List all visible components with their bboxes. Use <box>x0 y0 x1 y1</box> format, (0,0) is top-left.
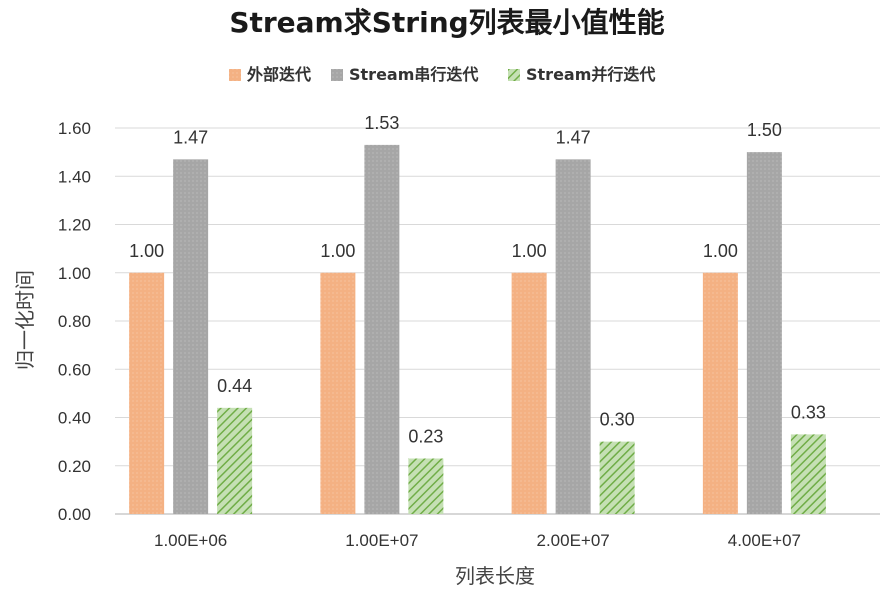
x-tick-label: 1.00E+06 <box>154 531 227 550</box>
y-tick-label: 1.60 <box>58 119 91 138</box>
y-tick-label: 0.60 <box>58 360 91 379</box>
y-tick-label: 1.20 <box>58 216 91 235</box>
legend-swatch <box>508 69 520 81</box>
data-label: 1.47 <box>173 127 208 147</box>
bar <box>408 458 444 514</box>
x-tick-label: 1.00E+07 <box>345 531 418 550</box>
legend-entry: Stream串行迭代 <box>349 65 478 84</box>
bar <box>599 441 635 514</box>
y-tick-label: 0.20 <box>58 457 91 476</box>
bar <box>511 272 547 514</box>
y-tick-label: 1.40 <box>58 167 91 186</box>
x-tick-label: 4.00E+07 <box>728 531 801 550</box>
bar <box>746 152 782 514</box>
data-label: 1.00 <box>703 241 738 261</box>
bar <box>173 159 209 515</box>
bar <box>217 407 253 514</box>
y-axis-label: 归一化时间 <box>13 270 37 370</box>
x-axis-label: 列表长度 <box>455 564 535 588</box>
bar <box>320 272 356 514</box>
legend-entry: Stream并行迭代 <box>526 65 655 84</box>
data-label: 0.33 <box>791 402 826 422</box>
data-label: 1.00 <box>512 241 547 261</box>
y-tick-label: 0.40 <box>58 409 91 428</box>
chart-title: Stream求String列表最小值性能 <box>229 6 664 39</box>
y-tick-label: 0.80 <box>58 312 91 331</box>
data-label: 1.00 <box>129 241 164 261</box>
data-labels: 1.00 1.47 0.44 1.00 1.53 0.23 1.00 1.47 0.30 1.00… <box>129 113 826 447</box>
data-label: 1.00 <box>320 241 355 261</box>
bar <box>702 272 738 514</box>
bar <box>364 144 400 514</box>
legend-swatch <box>229 69 241 81</box>
data-label: 0.44 <box>217 376 252 396</box>
bars <box>129 144 826 515</box>
legend-swatch <box>331 69 343 81</box>
x-tick-label: 2.00E+07 <box>536 531 609 550</box>
data-label: 1.53 <box>364 113 399 133</box>
bar <box>129 272 165 514</box>
bar <box>555 159 591 515</box>
x-axis-categories: 1.00E+06 1.00E+07 2.00E+07 4.00E+07 <box>154 531 801 550</box>
y-tick-label: 0.00 <box>58 505 91 524</box>
data-label: 1.50 <box>747 120 782 140</box>
data-label: 1.47 <box>556 127 591 147</box>
bar <box>790 434 826 514</box>
legend-entry: 外部迭代 <box>246 65 311 84</box>
y-axis-ticks: 0.00 0.20 0.40 0.60 0.80 1.00 1.20 1.40 1.60 <box>58 119 91 524</box>
legend: 外部迭代 Stream串行迭代 Stream并行迭代 <box>229 65 655 84</box>
data-label: 0.30 <box>600 410 635 430</box>
y-tick-label: 1.00 <box>58 264 91 283</box>
data-label: 0.23 <box>408 427 443 447</box>
